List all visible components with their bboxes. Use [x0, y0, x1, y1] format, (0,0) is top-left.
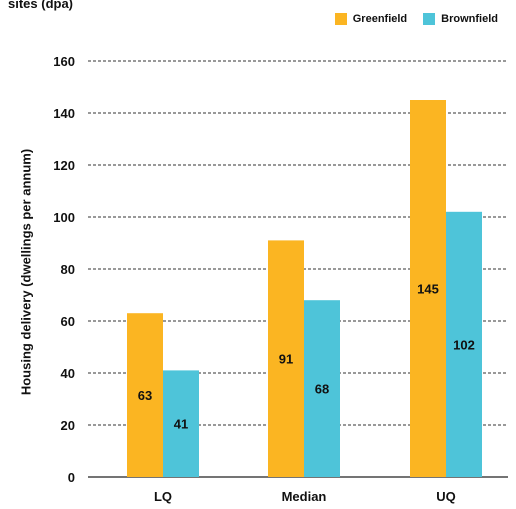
- legend: Greenfield Brownfield: [334, 13, 498, 25]
- y-tick-label: 80: [61, 262, 75, 277]
- bar-value-label: 145: [417, 282, 439, 297]
- y-tick-label: 120: [53, 158, 75, 173]
- x-tick-label: UQ: [436, 489, 456, 504]
- y-tick-label: 100: [53, 210, 75, 225]
- bar-value-label: 63: [138, 388, 152, 403]
- bar-brownfield-lq: [163, 370, 199, 477]
- legend-swatch-greenfield: [334, 13, 347, 25]
- y-tick-label: 160: [53, 54, 75, 69]
- chart-title-fragment: sites (dpa): [8, 0, 74, 11]
- y-tick-label: 60: [61, 314, 75, 329]
- bar-greenfield-uq: [410, 100, 446, 477]
- y-tick-label: 140: [53, 106, 75, 121]
- bar-brownfield-median: [304, 300, 340, 477]
- x-tick-label: Median: [282, 489, 327, 504]
- legend-item-brownfield: Brownfield: [423, 13, 498, 25]
- x-tick-label: LQ: [154, 489, 172, 504]
- y-tick-label: 40: [61, 366, 75, 381]
- legend-label-greenfield: Greenfield: [352, 13, 408, 25]
- y-tick-label: 0: [68, 470, 75, 485]
- bar-value-label: 68: [315, 382, 329, 397]
- y-tick-label: 20: [61, 418, 75, 433]
- legend-label-brownfield: Brownfield: [441, 13, 498, 25]
- bar-value-label: 41: [174, 417, 188, 432]
- bar-greenfield-lq: [127, 313, 163, 477]
- bar-value-label: 102: [453, 337, 475, 352]
- bar-brownfield-uq: [446, 211, 482, 478]
- legend-item-greenfield: Greenfield: [334, 13, 408, 25]
- bar-value-label: 91: [279, 352, 293, 367]
- bar-greenfield-median: [268, 240, 304, 477]
- legend-swatch-brownfield: [423, 13, 436, 25]
